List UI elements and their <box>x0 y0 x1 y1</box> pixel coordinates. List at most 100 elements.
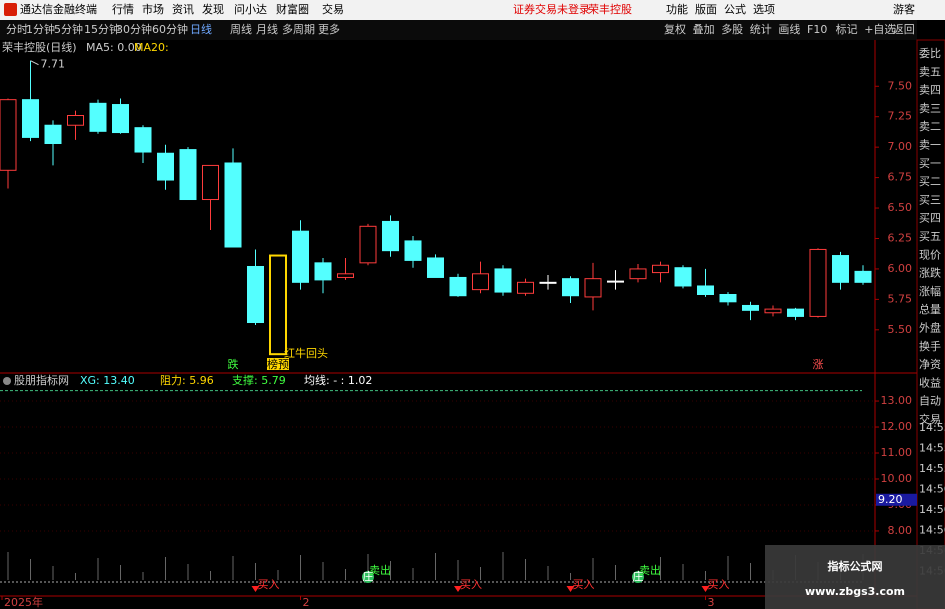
side-label: 外盘 <box>919 321 941 335</box>
readout: XG: 13.40 <box>80 374 135 387</box>
candle-body <box>247 265 264 324</box>
signal-badge: 庄 <box>363 569 374 583</box>
candle-body <box>157 152 174 181</box>
candle-body <box>449 276 467 297</box>
time-label: 14:55 <box>919 462 945 475</box>
period-tab[interactable]: 多周期 <box>282 22 315 36</box>
side-label: 交易 <box>919 412 941 426</box>
period-tab[interactable]: 1分钟 <box>26 22 55 36</box>
time-label: 14:55 <box>919 442 945 455</box>
candle-body <box>742 304 759 311</box>
signal-label: 买入 <box>708 578 730 591</box>
candle-body <box>674 267 692 287</box>
y-tick-label: 6.00 <box>888 262 913 275</box>
candle-body <box>539 281 557 284</box>
candle-body <box>67 114 84 126</box>
candle-body <box>404 240 422 261</box>
side-label: 卖五 <box>919 65 941 78</box>
menu-item[interactable]: 选项 <box>753 3 775 16</box>
menu-item[interactable]: 公式 <box>724 3 746 16</box>
side-label: 买四 <box>919 212 941 225</box>
y-tick-label: 8.00 <box>888 524 913 537</box>
menu-item[interactable]: 财富圈 <box>276 2 309 16</box>
readout: 支撑: 5.79 <box>232 373 286 387</box>
tag-box <box>267 358 289 370</box>
signal-arrow <box>454 586 462 592</box>
candle-tag: 跌 <box>228 357 239 371</box>
menu-item[interactable]: 版面 <box>695 2 717 16</box>
candle-note: 红牛回头 <box>284 346 328 360</box>
menu-item[interactable]: 资讯 <box>172 3 194 16</box>
menu-bar <box>0 0 945 20</box>
period-tab[interactable]: 更多 <box>318 22 340 36</box>
side-label: 卖四 <box>919 84 941 97</box>
y-tick-label: 7.25 <box>888 110 913 123</box>
tool-button[interactable]: 多股 <box>721 22 743 36</box>
signal-badge-bg <box>362 571 374 583</box>
candle-body <box>269 254 287 356</box>
candle-body <box>832 255 849 283</box>
ma-label: MA20: <box>134 41 169 54</box>
y-tick-label: 11.00 <box>881 446 913 459</box>
side-label: 买五 <box>919 230 941 243</box>
time-label: 14:56 <box>919 483 945 496</box>
x-tick-label: 2025年 <box>4 595 43 609</box>
period-tab[interactable]: 日线 <box>190 22 212 36</box>
time-label: 14:56 <box>919 503 945 516</box>
tool-button[interactable]: 复权 <box>664 22 686 36</box>
period-tab[interactable]: 15分钟 <box>84 22 120 36</box>
menu-item[interactable]: 功能 <box>666 2 688 16</box>
period-tab[interactable]: 分时 <box>6 23 28 36</box>
menu-item[interactable]: 发现 <box>202 2 224 16</box>
y-tick-label: 5.50 <box>888 323 913 336</box>
menu-item[interactable]: 市场 <box>142 2 164 16</box>
tool-button[interactable]: 标记 <box>836 22 858 36</box>
side-label: 涨幅 <box>919 285 941 298</box>
y-tick-label: 6.50 <box>888 201 913 214</box>
y-tick-label: 12.00 <box>881 420 913 433</box>
tool-button[interactable]: +自选 <box>864 23 895 36</box>
period-tab[interactable]: 月线 <box>256 22 278 36</box>
x-tick-label: 2 <box>303 596 310 609</box>
app-title: 通达信金融终端 <box>20 2 97 16</box>
side-label: 买二 <box>919 175 941 188</box>
candle-body <box>112 104 129 134</box>
toolbar <box>0 20 917 40</box>
watermark-box <box>765 545 945 609</box>
tool-button[interactable]: 统计 <box>750 23 772 36</box>
signal-label: 卖出 <box>369 563 391 577</box>
candle-body <box>134 127 152 153</box>
menu-item[interactable]: 交易 <box>322 2 344 16</box>
signal-label: 卖出 <box>639 563 661 577</box>
side-label: 总量 <box>919 302 941 316</box>
y-tick-label: 5.75 <box>888 292 913 305</box>
candle-body <box>854 270 872 283</box>
y-tick-label: 7.50 <box>888 79 913 92</box>
menu-item[interactable]: 行情 <box>112 3 134 16</box>
tool-button[interactable]: F10 <box>807 23 827 36</box>
candle-body <box>494 268 512 293</box>
y-tick-label: 10.00 <box>881 472 913 485</box>
period-tab[interactable]: 周线 <box>230 22 252 36</box>
period-tab[interactable]: 60分钟 <box>152 22 188 36</box>
side-label: 涨跌 <box>919 266 941 280</box>
tool-button[interactable]: 画线 <box>778 22 800 36</box>
tool-button[interactable]: 返回 <box>893 23 915 36</box>
period-tab[interactable]: 5分钟 <box>54 22 83 36</box>
chart-title: 荣丰控股(日线) <box>2 40 77 54</box>
candle-body <box>764 308 782 314</box>
tool-button[interactable]: 叠加 <box>693 23 715 36</box>
menu-item[interactable]: 问小达 <box>234 3 267 16</box>
candle-body <box>292 230 309 283</box>
side-label: 卖二 <box>919 120 941 133</box>
side-label: 卖一 <box>919 139 941 152</box>
candle-body <box>0 99 17 171</box>
candle-tag: 榜预 <box>267 357 289 371</box>
candle-body <box>382 220 399 252</box>
high-label: 7.71 <box>41 58 66 71</box>
user[interactable]: 游客 <box>893 2 915 16</box>
period-tab[interactable]: 30分钟 <box>116 22 152 36</box>
side-panel <box>916 39 945 609</box>
candle-body <box>517 281 534 294</box>
